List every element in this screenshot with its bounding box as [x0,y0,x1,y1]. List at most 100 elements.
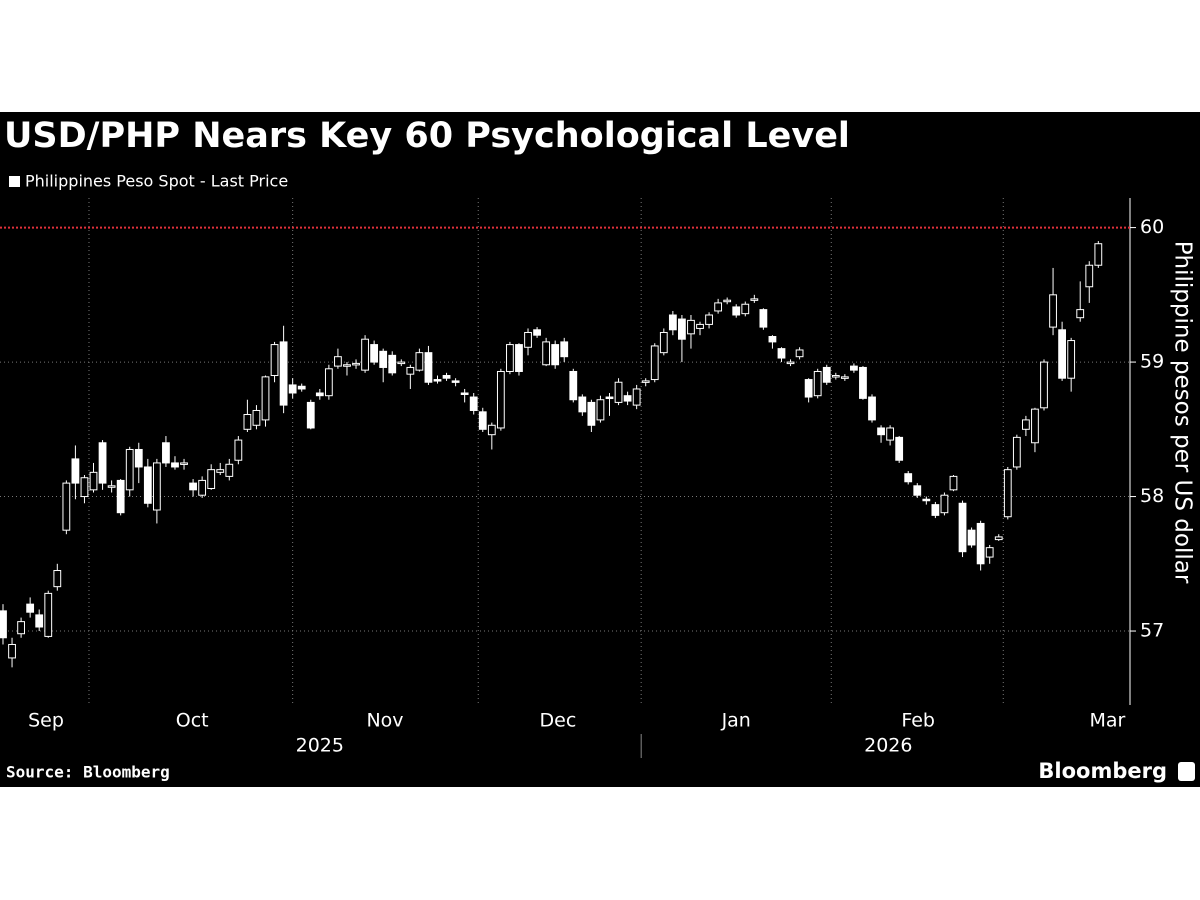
candle-body [53,570,62,588]
candle-body [1076,309,1085,319]
candle-body [116,479,125,514]
candle-body [198,479,207,496]
candle-body [143,466,152,504]
chart-background [0,112,1200,787]
candle-body [180,462,188,465]
candle-body [288,384,297,394]
candle-body [8,643,16,659]
y-tick-label: 59 [1140,351,1164,373]
candle-body [0,610,7,639]
candle-body [886,427,895,441]
candle-body [795,349,804,358]
candle-body [931,504,940,516]
x-tick-label: Nov [366,710,403,732]
candle-body [560,341,569,358]
candle-body [207,469,216,489]
candle-body [786,361,795,365]
candle-body [949,475,958,491]
year-label: 2025 [296,735,344,757]
candle-body [343,364,351,367]
candle-body [478,411,487,430]
candle-body [415,352,424,371]
candle-body [424,352,433,383]
candle-body [515,344,523,372]
candle-body [650,345,659,381]
candle-body [216,469,225,473]
candle-body [750,298,759,301]
candle-body [623,395,632,402]
candle-body [940,494,949,514]
candle-body [551,344,560,366]
candle-body [152,462,161,511]
candle-body [442,375,451,379]
candle-body [506,344,514,372]
candle-body [741,303,750,315]
candle-body [62,482,71,531]
candle-body [904,473,913,483]
candle-body [768,336,777,343]
candle-body [234,439,243,461]
candle-body [315,392,324,397]
candle-body [840,376,849,379]
candle-body [895,436,904,461]
candle-body [134,448,143,468]
candle-body [868,396,876,421]
candle-body [1012,436,1021,468]
candle-body [1085,264,1094,288]
candle-body [496,370,505,429]
candle-body [668,314,677,331]
candle-body [388,354,397,374]
candle-body [614,381,623,403]
candle-body [17,621,25,635]
candle-body [125,448,134,491]
candle-body [361,338,369,371]
candle-body [279,341,288,406]
candle-body [171,462,179,468]
candle-body [35,614,44,628]
y-tick-label: 58 [1140,485,1164,507]
candle-body [596,399,605,421]
candle-body [569,370,578,401]
candle-body [641,380,650,383]
candle-body [985,547,994,558]
candle-body [967,529,976,546]
candle-body [587,401,596,426]
candle-body [334,356,342,367]
candle-body [270,344,279,377]
candle-body [261,376,270,421]
y-axis-title: Philippine pesos per US dollar [1170,241,1196,584]
candle-body [659,331,668,354]
candle-body [1049,294,1057,328]
year-label: 2026 [864,735,912,757]
x-tick-label: Feb [901,710,935,732]
candle-body [225,463,234,477]
candle-body [696,323,704,329]
candle-body [605,396,614,400]
candle-body [533,329,541,336]
candle-body [80,477,89,498]
chart-title: USD/PHP Nears Key 60 Psychological Level [4,116,850,156]
candle-body [162,442,170,464]
candle-body [922,498,931,502]
candle-body [370,344,379,363]
y-tick-label: 57 [1140,620,1164,642]
x-tick-label: Jan [721,710,751,732]
candle-body [524,331,532,348]
candle-body [913,485,922,496]
candle-body [1031,408,1039,444]
x-tick-label: Sep [28,710,64,732]
candle-body [487,424,496,436]
candle-body [397,361,406,365]
candle-body [542,341,551,366]
candle-body [822,366,831,383]
candle-body [252,409,261,426]
candle-body [26,603,35,613]
candle-body [433,379,442,382]
candle-body [578,396,587,413]
x-tick-label: Oct [176,710,209,732]
candle-body [379,350,388,368]
candle-body [678,318,686,340]
candle-body [994,536,1003,541]
